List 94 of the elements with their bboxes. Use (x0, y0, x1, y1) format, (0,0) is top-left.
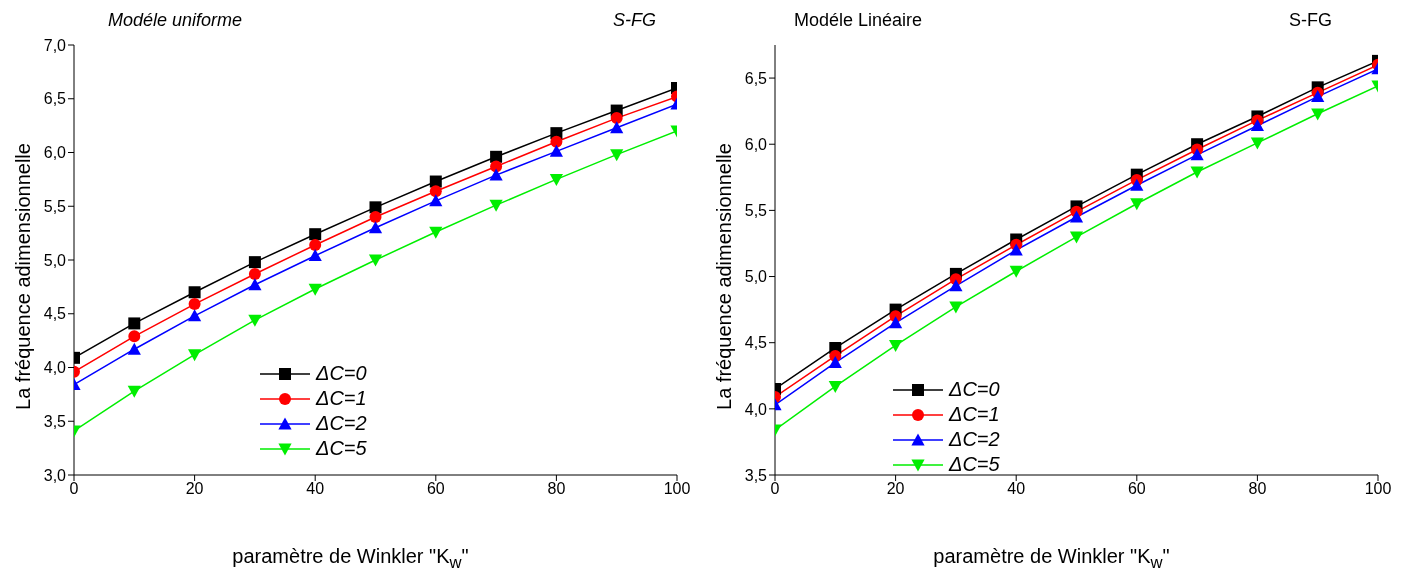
point (309, 238, 322, 251)
chart-title: Modéle Linéaire (794, 10, 923, 31)
x-tick-label: 0 (770, 480, 780, 498)
y-tick-label: 4,0 (43, 359, 67, 377)
y-tick-label: 5,5 (43, 197, 67, 215)
legend-label: ΔC=1 (949, 403, 1000, 426)
point (429, 194, 443, 207)
point (1130, 178, 1144, 191)
y-tick-label: 6,0 (744, 135, 768, 153)
point (949, 279, 963, 292)
y-tick-label: 5,5 (744, 202, 768, 220)
point (127, 342, 141, 355)
point (1250, 137, 1264, 150)
point (188, 298, 201, 311)
x-tick-label: 100 (663, 480, 691, 498)
point (1190, 166, 1204, 179)
legend-label: ΔC=0 (949, 378, 1000, 401)
point (308, 249, 322, 262)
y-tick-label: 6,5 (43, 90, 67, 108)
point (369, 211, 382, 223)
point (610, 112, 623, 125)
point (889, 339, 903, 352)
point (1130, 198, 1144, 211)
point (127, 385, 141, 398)
point (610, 121, 624, 134)
point (369, 201, 382, 214)
point (368, 221, 383, 234)
legend-label: ΔC=1 (316, 387, 367, 410)
x-axis-title: paramètre de Winkler "K$_{w}$" (932, 545, 1171, 573)
point (949, 301, 963, 314)
y-tick-label: 3,5 (43, 412, 67, 430)
chart-subtitle: S-FG (613, 10, 656, 31)
point (1009, 243, 1023, 256)
y-tick-label: 5,0 (43, 251, 67, 269)
point (1190, 148, 1204, 161)
x-tick-label: 60 (1127, 480, 1146, 498)
point (610, 149, 624, 162)
y-tick-label: 4,5 (43, 305, 67, 323)
x-tick-label: 0 (69, 480, 79, 498)
point (1311, 108, 1325, 121)
point (248, 256, 261, 269)
point (550, 135, 563, 148)
x-tick-label: 20 (886, 480, 905, 498)
x-tick-label: 40 (306, 480, 325, 498)
x-tick-label: 20 (185, 480, 204, 498)
legend-label: ΔC=0 (316, 362, 367, 385)
point (188, 349, 202, 362)
x-tick-label: 60 (426, 480, 445, 498)
chart-subtitle: S-FG (1289, 10, 1332, 31)
y-tick-label: 3,5 (744, 466, 768, 484)
point (828, 380, 842, 393)
x-tick-label: 80 (1248, 480, 1267, 498)
point (549, 144, 563, 157)
legend-label: ΔC=5 (316, 437, 367, 460)
y-tick-label: 6,5 (744, 69, 768, 87)
point (549, 173, 563, 186)
point (429, 226, 443, 239)
y-tick-label: 3,0 (43, 466, 67, 484)
point (889, 316, 903, 329)
y-tick-label: 4,5 (744, 334, 768, 352)
point (309, 228, 322, 241)
chart-title: Modéle uniforme (108, 10, 243, 31)
x-axis-title: paramètre de Winkler "K$_{w}$" (231, 545, 470, 573)
point (429, 185, 442, 198)
point (1311, 90, 1325, 102)
point (248, 267, 261, 280)
legend-label: ΔC=5 (949, 453, 1000, 476)
point (128, 317, 141, 330)
point (489, 168, 503, 181)
y-axis-title: La fréquence adimensionnelle (712, 142, 736, 412)
point (1250, 119, 1264, 132)
legend-label: ΔC=2 (949, 428, 1000, 451)
point (188, 286, 201, 299)
x-tick-label: 40 (1007, 480, 1026, 498)
y-axis-title: La fréquence adimensionnelle (11, 142, 35, 412)
point (248, 314, 262, 327)
point (248, 278, 262, 291)
x-tick-label: 80 (547, 480, 566, 498)
legend-label: ΔC=2 (316, 412, 367, 435)
point (1069, 231, 1084, 244)
point (1069, 210, 1084, 223)
y-tick-label: 5,0 (744, 268, 768, 286)
point (1009, 265, 1023, 278)
point (188, 309, 202, 322)
point (368, 254, 383, 267)
point (308, 283, 322, 296)
y-tick-label: 6,0 (43, 144, 67, 162)
y-tick-label: 4,0 (744, 400, 768, 418)
point (489, 199, 503, 212)
y-tick-label: 7,0 (43, 36, 67, 54)
point (490, 160, 503, 173)
x-tick-label: 100 (1364, 480, 1392, 498)
point (828, 355, 842, 368)
point (128, 330, 141, 343)
